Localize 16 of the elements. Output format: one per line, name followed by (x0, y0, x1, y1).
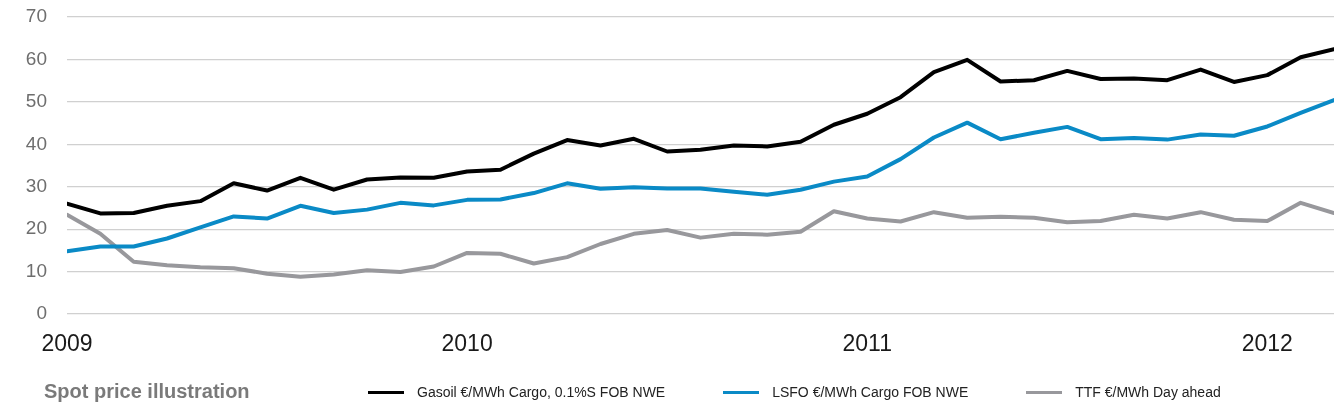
legend-label: Gasoil €/MWh Cargo, 0.1%S FOB NWE (417, 383, 666, 402)
x-tick-label: 2011 (842, 330, 892, 357)
y-tick-label: 0 (36, 302, 47, 324)
y-tick-label: 50 (25, 90, 47, 112)
y-tick-label: 40 (25, 132, 47, 154)
x-tick-label: 2012 (1241, 330, 1293, 357)
y-tick-label: 10 (25, 259, 47, 281)
x-tick-label: 2010 (441, 330, 493, 357)
x-tick-label: 2009 (41, 330, 93, 357)
y-tick-label: 60 (25, 47, 47, 69)
legend-label: LSFO €/MWh Cargo FOB NWE (772, 383, 969, 402)
legend-label: TTF €/MWh Day ahead (1075, 383, 1221, 402)
y-tick-label: 20 (25, 217, 47, 239)
text: Spot price illustration (44, 379, 250, 403)
y-tick-label: 70 (25, 5, 47, 27)
y-tick-label: 30 (25, 174, 47, 196)
